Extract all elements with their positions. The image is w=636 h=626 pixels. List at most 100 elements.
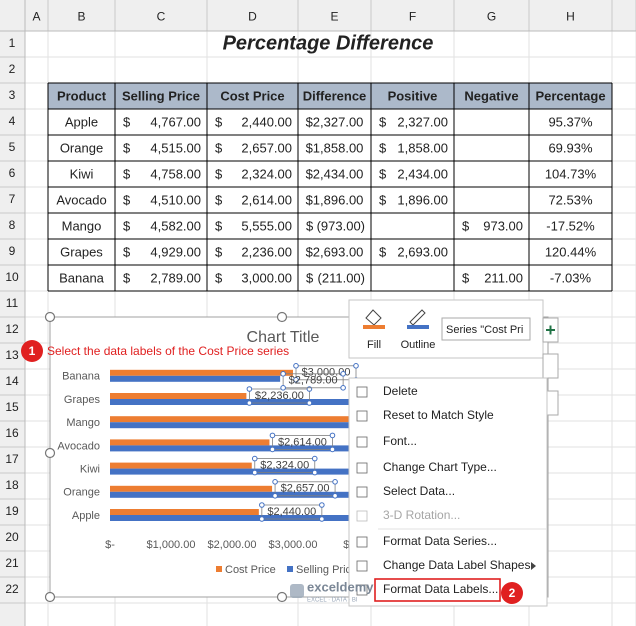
- currency-symbol: $: [123, 140, 131, 155]
- data-label: $2,657.00: [281, 483, 330, 495]
- menu-icon: [356, 386, 368, 398]
- data-label: $2,614.00: [278, 436, 327, 448]
- currency-symbol: $: [379, 244, 387, 259]
- column-header: B: [77, 10, 85, 24]
- context-menu: Delete Reset to Match Style Font... Change …: [348, 377, 548, 607]
- menu-item[interactable]: Select Data...: [383, 484, 455, 498]
- row-header: 11: [6, 296, 19, 310]
- row-header-bar: [0, 0, 25, 626]
- table-cell: 104.73%: [545, 166, 597, 181]
- table-cell: Orange: [60, 140, 103, 155]
- bar: [110, 509, 259, 515]
- label-handle: [251, 469, 258, 476]
- table-cell: Avocado: [56, 192, 106, 207]
- outline-button[interactable]: Outline: [401, 339, 436, 351]
- callout-text: Select the data labels of the Cost Price…: [47, 344, 289, 358]
- menu-item[interactable]: Format Data Labels...: [383, 582, 498, 596]
- table-header-cell: Percentage: [535, 88, 605, 103]
- watermark-name: exceldemy: [307, 579, 374, 594]
- row-header: 22: [5, 582, 19, 596]
- menu-item[interactable]: Delete: [383, 384, 418, 398]
- chart-side-button[interactable]: [542, 353, 559, 379]
- series-selector-text: Series "Cost Pri: [446, 324, 523, 336]
- overlay: 1 Select the data labels of the Cost Pric…: [21, 340, 523, 604]
- currency-symbol: $: [215, 166, 223, 181]
- currency-symbol: $: [123, 270, 131, 285]
- menu-item[interactable]: Change Data Label Shapes: [383, 558, 530, 572]
- bar: [110, 422, 390, 429]
- column-header: A: [32, 10, 40, 24]
- callout-badge: [501, 582, 523, 604]
- category-label: Kiwi: [80, 464, 100, 476]
- table-header-cell: Product: [57, 88, 107, 103]
- menu-icon: [356, 510, 368, 522]
- bar: [110, 515, 401, 521]
- row-header: 13: [5, 348, 19, 362]
- fill-button[interactable]: Fill: [367, 339, 381, 351]
- bar: [110, 491, 386, 498]
- column-header: D: [248, 10, 257, 24]
- row-header: 20: [5, 530, 19, 544]
- column-header-bar: [0, 0, 636, 31]
- currency-symbol: $: [379, 114, 387, 129]
- menu-item[interactable]: Change Chart Type...: [383, 460, 497, 474]
- chart-handle: [44, 447, 56, 459]
- data-label-box: [282, 373, 344, 389]
- currency-symbol: $: [379, 140, 387, 155]
- currency-symbol: $: [123, 218, 131, 233]
- callout-badge: [21, 340, 43, 362]
- column-header: C: [157, 10, 166, 24]
- row-header: 12: [5, 322, 19, 336]
- column-header: E: [330, 10, 338, 24]
- currency-amount: 2,789.00: [150, 270, 201, 285]
- table-cell: Mango: [62, 218, 102, 233]
- menu-item[interactable]: Reset to Match Style: [383, 408, 494, 422]
- x-tick-label: $1,000.00: [147, 539, 196, 551]
- sheet-title: Percentage Difference: [223, 32, 434, 54]
- currency-symbol: $: [215, 218, 223, 233]
- currency-amount: (973.00): [317, 218, 365, 233]
- table-cell: -17.52%: [546, 218, 595, 233]
- table-cell: $1,858.00: [306, 140, 364, 155]
- highlight-box: [374, 578, 501, 602]
- category-label: Apple: [72, 510, 100, 522]
- currency-amount: 4,929.00: [150, 244, 201, 259]
- column-header: G: [487, 10, 496, 24]
- currency-symbol: $: [123, 166, 131, 181]
- row-header: 3: [9, 88, 16, 102]
- table-cell: 120.44%: [545, 244, 597, 259]
- menu-icon: [356, 410, 368, 422]
- category-label: Grapes: [64, 394, 101, 406]
- label-handle: [272, 479, 278, 485]
- legend-label: Selling Price: [296, 564, 357, 576]
- table-cell: Banana: [59, 270, 105, 285]
- label-handle: [280, 371, 286, 377]
- outline-color: [407, 325, 429, 329]
- row-header: 7: [9, 192, 16, 206]
- currency-symbol: $: [123, 244, 131, 259]
- row-header: 10: [5, 270, 19, 284]
- menu-item[interactable]: Format Data Series...: [383, 534, 497, 548]
- label-handle: [340, 385, 346, 391]
- data-label-box: [254, 458, 316, 474]
- label-handle: [306, 400, 313, 406]
- series-selector[interactable]: [441, 317, 531, 341]
- label-handle: [293, 377, 299, 383]
- menu-item[interactable]: Font...: [383, 434, 417, 448]
- menu-bg: [348, 377, 548, 607]
- x-tick-label: $3,000.00: [269, 539, 318, 551]
- category-label: Orange: [63, 487, 100, 499]
- currency-amount: 4,510.00: [150, 192, 201, 207]
- label-handle: [269, 432, 276, 439]
- data-label-box: [295, 365, 357, 381]
- outline-icon: [409, 309, 426, 326]
- currency-symbol: $: [462, 218, 470, 233]
- currency-symbol: $: [379, 192, 387, 207]
- label-handle: [329, 432, 336, 439]
- row-header: 16: [5, 426, 19, 440]
- currency-amount: 973.00: [483, 218, 523, 233]
- currency-amount: 2,440.00: [241, 114, 292, 129]
- chart-handle: [44, 311, 56, 323]
- category-label: Banana: [62, 371, 101, 383]
- currency-amount: 4,582.00: [150, 218, 201, 233]
